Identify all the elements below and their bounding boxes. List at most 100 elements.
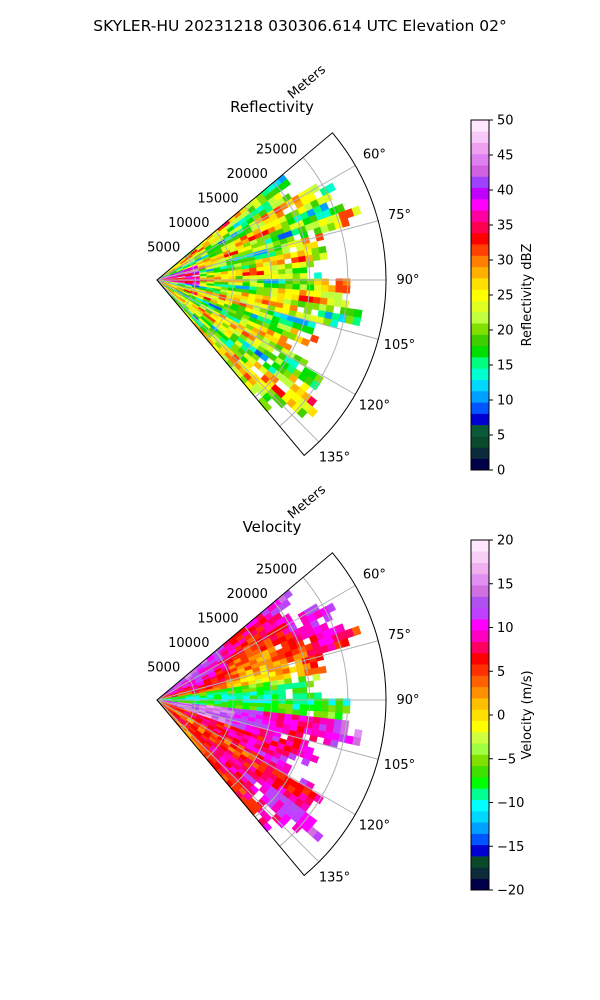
colorbar-swatch: [471, 142, 489, 155]
azimuth-tick-label: 135°: [319, 870, 350, 885]
colorbar-swatch: [471, 244, 489, 256]
colorbar-tick-label: 15: [497, 359, 514, 374]
colorbar-swatch: [471, 675, 489, 688]
reflectivity-colorbar-label: Reflectivity dBZ: [520, 244, 535, 347]
colorbar-swatch: [471, 278, 489, 290]
colorbar-swatch: [471, 334, 489, 347]
colorbar-swatch: [471, 210, 489, 222]
colorbar-swatch: [471, 390, 489, 403]
colorbar-swatch: [471, 266, 489, 279]
colorbar-tick-label: 10: [497, 621, 514, 636]
colorbar-tick-label: 10: [497, 394, 514, 409]
colorbar-tick-label: 20: [497, 324, 514, 339]
colorbar-swatch: [471, 447, 489, 460]
velocity-axes: 60° 75° 90° 105° 120° 135° 5000 10000 15000 20000…: [147, 552, 420, 885]
colorbar-swatch: [471, 573, 489, 586]
reflectivity-title: Reflectivity: [230, 98, 314, 116]
colorbar-swatch: [471, 664, 489, 676]
radial-tick-label: 10000: [168, 636, 209, 651]
colorbar-swatch: [471, 458, 489, 471]
colorbar-swatch: [471, 199, 489, 211]
colorbar-swatch: [471, 402, 489, 414]
colorbar-tick-label: 25: [497, 289, 514, 304]
colorbar-tick-label: 0: [497, 464, 505, 479]
colorbar-swatch: [471, 345, 489, 358]
colorbar-tick-label: −10: [497, 796, 524, 811]
colorbar-swatch: [471, 323, 489, 335]
reflectivity-radial-label: Meters: [285, 62, 329, 102]
colorbar-tick-label: 0: [497, 709, 505, 724]
colorbar-swatch: [471, 232, 489, 245]
colorbar-swatch: [471, 799, 489, 812]
reflectivity-colorbar: Reflectivity dBZ 0 5 10 15 20 25 30 35 40 45 50: [470, 114, 535, 479]
colorbar-swatch: [471, 311, 489, 324]
azimuth-tick-label: 60°: [363, 568, 386, 583]
radial-tick-label: 10000: [168, 216, 209, 231]
colorbar-swatch: [471, 176, 489, 189]
colorbar-swatch: [471, 153, 489, 166]
colorbar-swatch: [471, 833, 489, 846]
colorbar-tick-label: 50: [497, 114, 514, 129]
azimuth-tick-label: 90°: [396, 273, 419, 288]
colorbar-swatch: [471, 562, 489, 575]
colorbar-swatch: [471, 300, 489, 313]
radial-tick-label: 15000: [197, 611, 238, 626]
colorbar-tick-label: −15: [497, 840, 524, 855]
colorbar-swatch: [471, 641, 489, 654]
colorbar-swatch: [471, 540, 489, 552]
colorbar-swatch: [471, 810, 489, 823]
colorbar-swatch: [471, 720, 489, 733]
colorbar-tick-label: 35: [497, 219, 514, 234]
radial-tick-label: 5000: [147, 240, 180, 255]
reflectivity-data: [156, 173, 363, 419]
colorbar-tick-label: 20: [497, 534, 514, 549]
colorbar-swatch: [471, 867, 489, 880]
reflectivity-panel: Reflectivity 60° 75° 90° 105° 120° 135° 5000 10…: [147, 62, 419, 465]
colorbar-swatch: [471, 630, 489, 642]
colorbar-tick-label: 5: [497, 429, 505, 444]
colorbar-swatch: [471, 822, 489, 834]
velocity-colorbar-label: Velocity (m/s): [520, 670, 535, 759]
colorbar-swatch: [471, 777, 489, 789]
colorbar-swatch: [471, 731, 489, 744]
colorbar-swatch: [471, 289, 489, 301]
colorbar-swatch: [471, 878, 489, 891]
azimuth-tick-label: 120°: [359, 399, 390, 414]
colorbar-swatch: [471, 754, 489, 767]
radial-tick-label: 5000: [147, 660, 180, 675]
azimuth-tick-label: 75°: [388, 208, 411, 223]
colorbar-swatch: [471, 652, 489, 665]
radial-tick-label: 25000: [256, 142, 297, 157]
figure-title: SKYLER-HU 20231218 030306.614 UTC Elevat…: [93, 17, 507, 35]
colorbar-swatch: [471, 686, 489, 699]
colorbar-tick-label: 45: [497, 149, 514, 164]
colorbar-swatch: [471, 743, 489, 755]
azimuth-tick-label: 120°: [359, 819, 390, 834]
colorbar-tick-label: −5: [497, 752, 516, 767]
azimuth-tick-label: 75°: [388, 628, 411, 643]
radial-tick-label: 25000: [256, 562, 297, 577]
radial-tick-label: 20000: [227, 587, 268, 602]
colorbar-swatch: [471, 120, 489, 132]
colorbar-swatch: [471, 424, 489, 437]
colorbar-swatch: [471, 619, 489, 631]
colorbar-swatch: [471, 788, 489, 800]
colorbar-swatch: [471, 187, 489, 200]
colorbar-swatch: [471, 413, 489, 426]
reflectivity-grid: [156, 157, 386, 443]
azimuth-tick-label: 60°: [363, 148, 386, 163]
colorbar-swatch: [471, 596, 489, 609]
colorbar-swatch: [471, 165, 489, 177]
radial-tick-label: 20000: [227, 167, 268, 182]
colorbar-tick-label: 30: [497, 254, 514, 269]
colorbar-tick-label: −20: [497, 884, 524, 899]
radial-tick-label: 15000: [197, 191, 238, 206]
colorbar-tick-label: 40: [497, 184, 514, 199]
colorbar-swatch: [471, 255, 489, 268]
colorbar-swatch: [471, 585, 489, 597]
colorbar-swatch: [471, 551, 489, 563]
azimuth-tick-label: 135°: [319, 450, 350, 465]
colorbar-swatch: [471, 357, 489, 369]
velocity-panel: Velocity 60° 75° 90° 105° 120° 135° 5000 10000 1…: [147, 482, 419, 885]
